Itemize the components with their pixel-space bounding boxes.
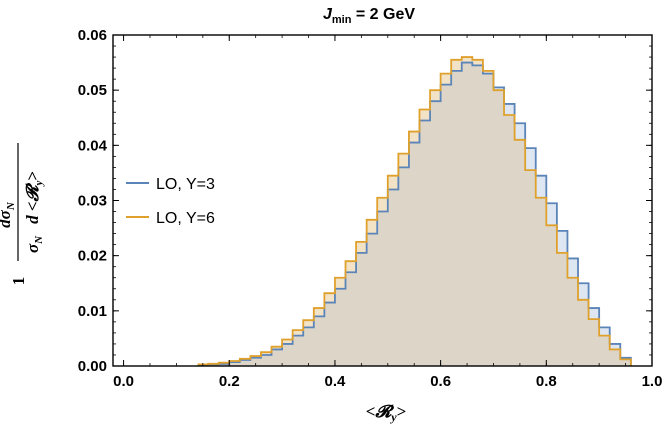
y-axis-den-a: σ [23,243,42,253]
y-axis-title: 1 dσN σNd <𝓡y> [0,143,45,285]
legend-label-series-2: LO, Y=6 [156,210,215,227]
x-tick-label: 0.6 [430,373,451,390]
series-fills [197,57,631,367]
y-axis-num-main: dσ [0,209,14,228]
chart-title-main: J [323,6,333,23]
x-tick-label: 0.0 [113,373,134,390]
x-axis-title-end: > [397,402,407,421]
series-lines [197,56,632,366]
legend-label-series-1: LO, Y=3 [156,176,215,193]
x-tick-label: 0.4 [325,373,347,390]
chart-title-sub: min [332,14,352,26]
chart-title-rest: = 2 GeV [351,6,415,23]
y-axis-num-sub: N [5,201,17,211]
y-axis-den-b-sub: y [33,181,45,188]
y-tick-label: 0.02 [78,248,107,265]
y-tick-label: 0.06 [78,27,107,44]
y-axis-den-a-sub: N [33,235,45,245]
y-tick-label: 0.00 [78,358,107,375]
x-axis-title: <𝓡y> [366,402,407,424]
overlap-fill [197,62,631,366]
y-tick-label: 0.01 [78,303,107,320]
y-axis-title-one: 1 [9,277,28,286]
y-tick-label: 0.05 [78,82,107,99]
x-tick-label: 1.0 [642,373,663,390]
chart-title: Jmin = 2 GeV [323,6,415,26]
legend: LO, Y=3 LO, Y=6 [126,176,215,227]
x-tick-label: 0.2 [219,373,240,390]
series-line-2 [197,56,632,366]
axis-ticks: 0.0 0.2 0.4 0.6 0.8 1.0 0.00 0.01 0.02 0.03 0.04 0.… [78,27,663,390]
x-axis-title-main: <𝓡 [366,402,395,421]
y-tick-label: 0.03 [78,193,107,210]
y-axis-title-denominator: σNd <𝓡y> [23,171,45,253]
y-tick-label: 0.04 [78,137,108,154]
y-axis-den-b: d <𝓡 [23,182,42,223]
y-axis-den-b-end: > [23,171,42,181]
x-tick-label: 0.8 [536,373,557,390]
x-axis-title-sub: y [389,410,397,424]
y-axis-title-numerator: dσN [0,201,17,228]
